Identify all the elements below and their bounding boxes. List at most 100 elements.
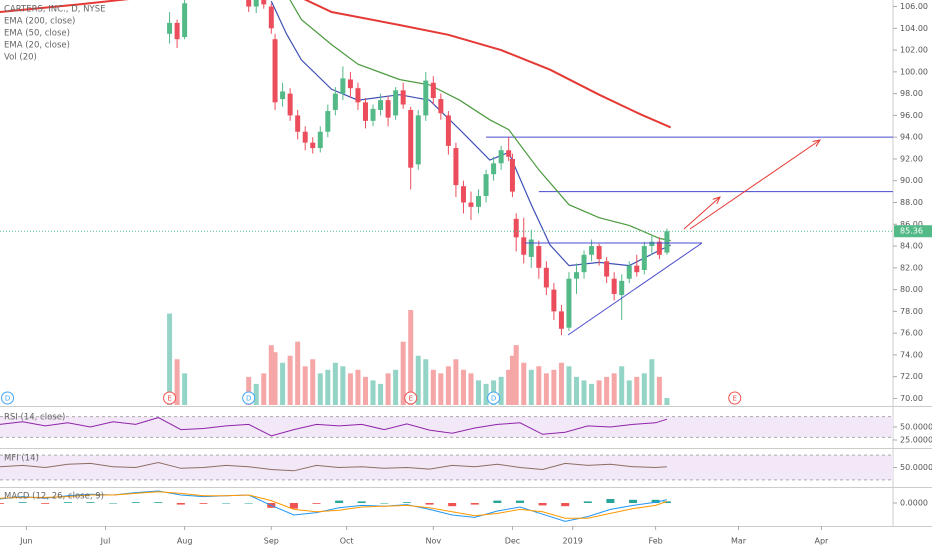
candle-body	[543, 267, 549, 288]
y-tick-label: 0.0000	[900, 499, 928, 508]
pane-title: MFI (14)	[4, 454, 39, 464]
candle-body	[253, 0, 259, 7]
band	[0, 416, 893, 438]
y-tick-label: 50.0000	[900, 463, 932, 472]
volume-bar	[543, 373, 549, 405]
candle-body	[445, 115, 451, 146]
macd-histogram	[561, 503, 570, 507]
volume-bar	[566, 366, 572, 405]
mfi-line	[0, 461, 667, 472]
candle-body	[317, 131, 323, 149]
volume-bar	[295, 341, 301, 405]
event-marker	[728, 391, 742, 405]
candle-body	[453, 148, 459, 186]
legend-entry: Vol (20)	[4, 53, 37, 63]
volume-bar	[393, 369, 399, 405]
macd-histogram	[357, 501, 366, 503]
candle-body	[408, 109, 414, 168]
x-tick-label: Aug	[177, 537, 193, 546]
volume-bar	[332, 362, 338, 405]
macd-histogram	[335, 500, 344, 503]
candle-body	[634, 265, 640, 273]
macd-histogram	[199, 503, 208, 504]
macd-histogram	[176, 503, 185, 505]
x-tick-label: Apr	[814, 537, 829, 546]
volume-bar	[268, 345, 274, 405]
event-label: E	[408, 395, 412, 403]
candle-body	[536, 246, 542, 268]
candle-body	[355, 88, 361, 103]
candle-body	[438, 99, 444, 114]
volume-bar	[573, 376, 579, 405]
macd-histogram	[109, 503, 118, 504]
candle-body	[287, 93, 293, 116]
x-tick-label: Dec	[505, 537, 520, 546]
pane-title: MACD (12, 26, close, 9)	[4, 492, 104, 502]
volume-bar	[287, 355, 293, 405]
volume-bar	[272, 352, 278, 405]
volume-bar	[619, 366, 625, 405]
event-marker	[487, 391, 501, 405]
volume-bar	[551, 369, 557, 405]
x-tick-label: Nov	[425, 537, 441, 546]
volume-bar	[536, 366, 542, 405]
volume-bar	[280, 362, 286, 405]
candle-body	[280, 91, 286, 100]
candle-body	[664, 231, 670, 253]
volume-bar	[528, 369, 534, 405]
y-tick-label: 86.00	[900, 220, 923, 229]
volume-bar	[626, 380, 632, 405]
candle-body	[310, 142, 316, 149]
candle-body	[476, 195, 482, 207]
volume-bar	[182, 373, 188, 405]
macd-histogram	[402, 502, 411, 503]
candle-body	[347, 79, 353, 89]
candle-body	[340, 78, 346, 94]
macd-histogram	[131, 502, 140, 503]
macd-signal-line	[0, 491, 668, 519]
macd-histogram	[629, 499, 638, 503]
macd-histogram	[425, 503, 434, 505]
candle-body	[430, 82, 436, 98]
x-tick-label: Jul	[100, 537, 111, 546]
volume-bar	[453, 359, 459, 405]
volume-bar	[468, 373, 474, 405]
macd-histogram	[493, 500, 502, 503]
event-label: D	[5, 395, 10, 403]
macd-histogram	[651, 499, 660, 503]
macd-histogram	[244, 503, 253, 504]
candle-body	[626, 265, 632, 279]
volume-bar	[611, 373, 617, 405]
x-tick-label: 2019	[563, 537, 583, 546]
candle-body	[509, 158, 515, 192]
y-tick-label: 74.00	[900, 350, 923, 359]
volume-bar	[355, 369, 361, 405]
macd-histogram	[86, 502, 95, 503]
candle-body	[611, 278, 617, 294]
macd-histogram	[470, 503, 479, 505]
y-tick-label: 94.00	[900, 133, 923, 142]
candle-body	[167, 22, 173, 34]
volume-bar	[664, 397, 670, 405]
y-tick-label: 25.0000	[900, 435, 932, 444]
candle-body	[596, 246, 602, 260]
volume-bar	[656, 376, 662, 405]
volume-bar	[340, 366, 346, 405]
legend: CARTERS, INC., D, NYSE EMA (200, close) …	[4, 5, 105, 502]
volume-bar	[498, 376, 504, 405]
candle-body	[506, 150, 512, 157]
volume-bar	[378, 383, 384, 405]
volume-bar	[641, 373, 647, 405]
volume-bar	[589, 383, 595, 405]
candle-body	[641, 246, 647, 270]
legend-entry: EMA (20, close)	[4, 41, 70, 51]
volume-bar	[362, 376, 368, 405]
last-price-label: 85.36	[900, 227, 923, 236]
candle-body	[558, 311, 564, 329]
volume-bar	[400, 341, 406, 405]
macd-histogram	[448, 503, 457, 507]
candle-body	[513, 218, 519, 238]
y-tick-label: 98.00	[900, 89, 923, 98]
candle-body	[362, 102, 368, 121]
